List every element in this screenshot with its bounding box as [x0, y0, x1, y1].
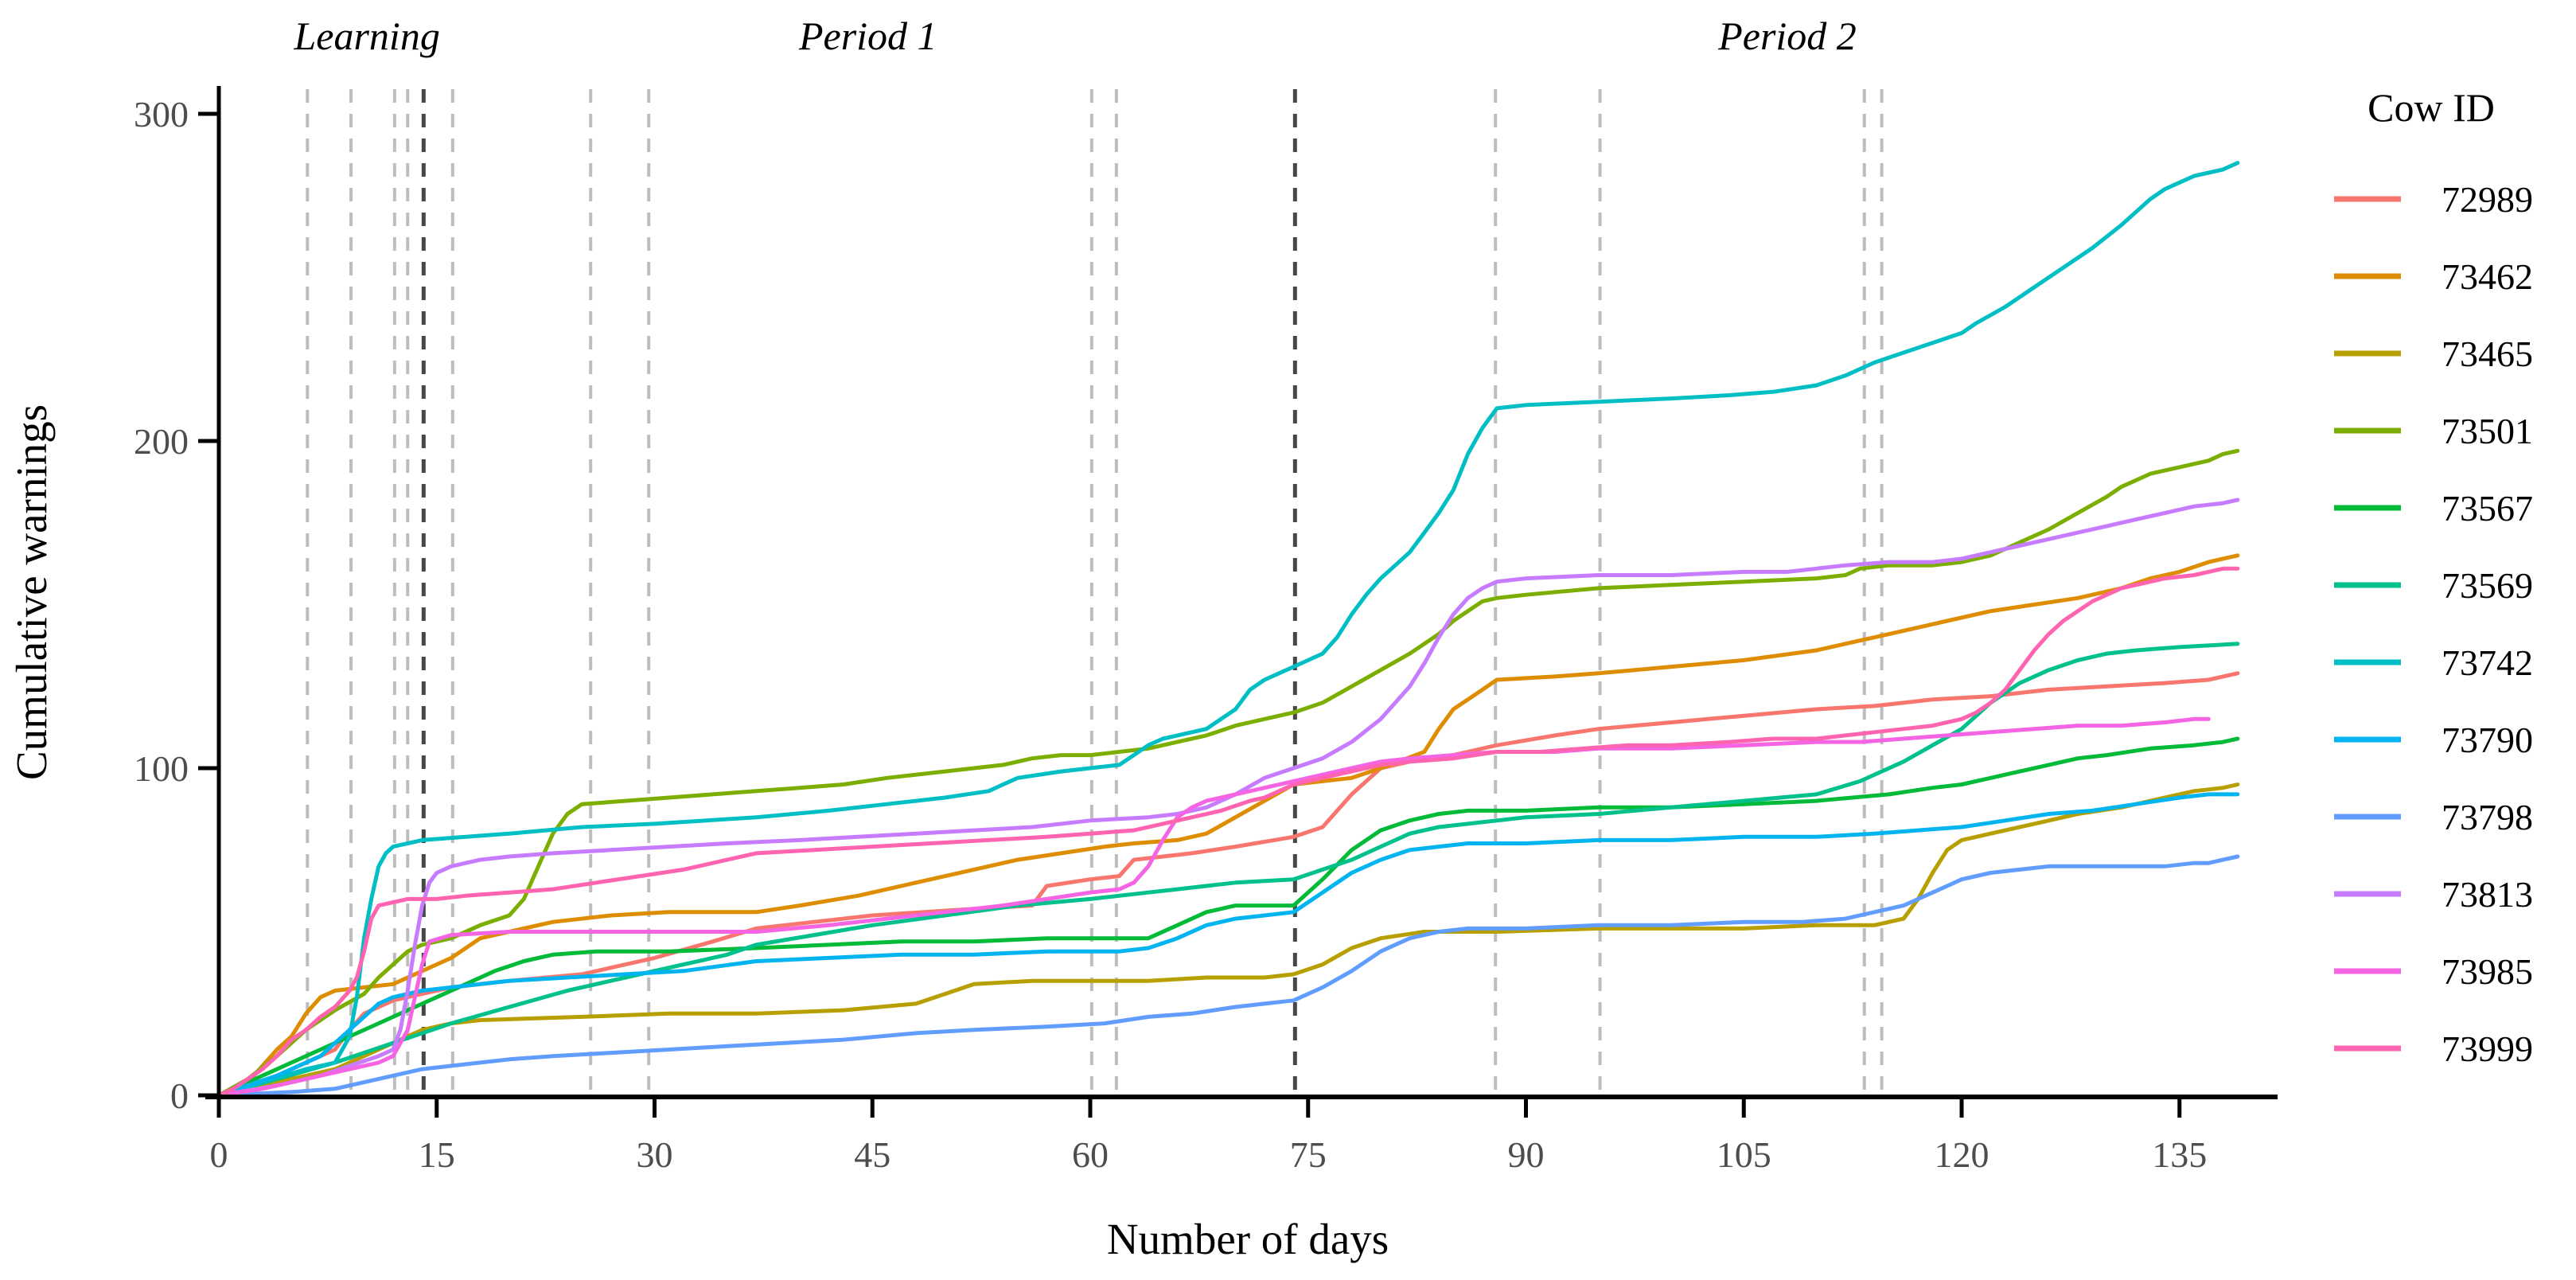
- x-tick-label: 90: [1508, 1134, 1545, 1175]
- legend-items: 72989 73462 73465 73501 73567 73569 73742 73790…: [2334, 179, 2533, 1069]
- series-line-72989: [216, 671, 2240, 1098]
- y-tick-label: 0: [170, 1075, 189, 1116]
- x-tick-label: 0: [210, 1134, 228, 1175]
- legend-item-label: 73999: [2442, 1028, 2533, 1069]
- series-line-73462: [216, 553, 2240, 1098]
- series-line-73798: [216, 854, 2240, 1098]
- series-line-73790: [216, 792, 2240, 1098]
- x-tick-label: 45: [854, 1134, 890, 1175]
- axes: 0 15 30 45 60 75 90 105 120 135 0 100 200 300: [134, 86, 2278, 1175]
- series-line-73985: [216, 716, 2211, 1098]
- x-tick-label: 135: [2152, 1134, 2207, 1175]
- legend-item-label: 73985: [2442, 951, 2533, 992]
- period-labels: Learning Period 1 Period 2: [293, 14, 1856, 58]
- y-axis-title: Cumulative warnings: [7, 404, 56, 780]
- y-tick-label: 200: [134, 421, 189, 462]
- session-boundary-lines: [306, 89, 1884, 1095]
- x-tick-label: 75: [1290, 1134, 1327, 1175]
- legend-title: Cow ID: [2368, 85, 2495, 130]
- legend-item-label: 73501: [2442, 411, 2533, 451]
- y-tick-label: 300: [134, 94, 189, 135]
- x-tick-label: 60: [1072, 1134, 1109, 1175]
- x-tick-label: 105: [1717, 1134, 1771, 1175]
- legend-item-label: 73567: [2442, 488, 2533, 529]
- x-tick-label: 30: [637, 1134, 673, 1175]
- legend: Cow ID 72989 73462 73465 73501 73567 73569 737…: [2334, 85, 2533, 1069]
- x-tick-label: 120: [1935, 1134, 1989, 1175]
- series-lines: [216, 161, 2240, 1098]
- x-tick-label: 15: [419, 1134, 455, 1175]
- series-line-73999: [216, 566, 2240, 1098]
- series-line-73742: [216, 161, 2240, 1098]
- legend-item-label: 73569: [2442, 565, 2533, 606]
- y-tick-label: 100: [134, 748, 189, 789]
- legend-item-label: 73742: [2442, 642, 2533, 683]
- legend-item-label: 73790: [2442, 720, 2533, 760]
- series-line-73501: [216, 448, 2240, 1098]
- period-label: Period 2: [1717, 14, 1857, 58]
- legend-item-label: 73462: [2442, 256, 2533, 297]
- legend-item-label: 72989: [2442, 179, 2533, 220]
- period-label: Period 1: [798, 14, 937, 58]
- series-line-73813: [216, 498, 2240, 1098]
- series-line-73465: [216, 782, 2240, 1098]
- period-label: Learning: [293, 14, 439, 58]
- x-axis-title: Number of days: [1107, 1215, 1389, 1263]
- legend-item-label: 73813: [2442, 874, 2533, 915]
- legend-item-label: 73798: [2442, 797, 2533, 837]
- legend-item-label: 73465: [2442, 334, 2533, 374]
